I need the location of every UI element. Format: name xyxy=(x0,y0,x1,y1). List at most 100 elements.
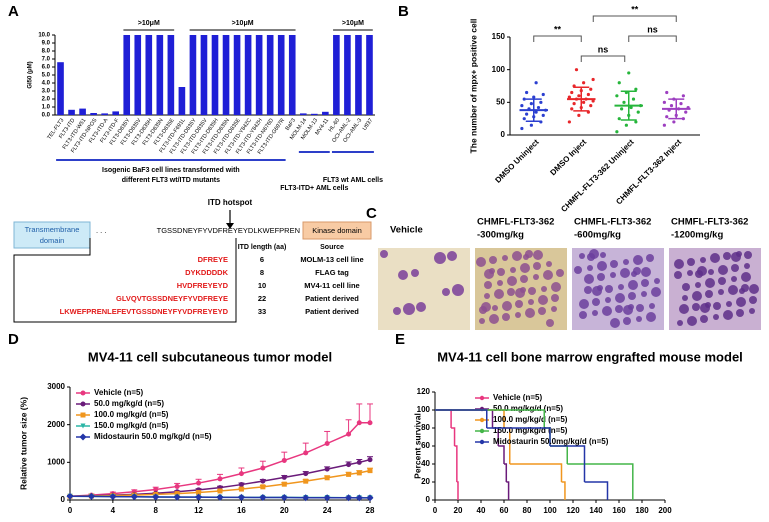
cell xyxy=(492,305,498,311)
y-tick-label: 50 xyxy=(496,97,505,106)
cell xyxy=(416,302,426,312)
y-tick-label: 9.0 xyxy=(42,41,51,47)
y-tick-label: 0 xyxy=(61,495,66,504)
marker xyxy=(217,488,223,494)
point xyxy=(591,99,595,103)
cell xyxy=(452,284,464,296)
annotation: >10μM xyxy=(138,20,160,27)
marker xyxy=(355,494,363,502)
legend-label: Midostaurin 50.0mg/kg/d (n=5) xyxy=(493,437,609,446)
cell xyxy=(538,307,546,315)
itd-length: 10 xyxy=(258,281,266,290)
cell xyxy=(718,289,724,295)
survival-step xyxy=(509,463,563,482)
cell xyxy=(620,268,630,278)
marker xyxy=(323,494,331,502)
cell xyxy=(687,316,697,326)
cell xyxy=(713,302,721,310)
panel-label: C xyxy=(366,205,377,222)
bar xyxy=(299,113,307,115)
cell xyxy=(484,293,490,299)
point xyxy=(615,94,619,98)
marker xyxy=(130,493,138,501)
transmembrane-label: Transmembrane xyxy=(25,225,80,234)
bar xyxy=(277,35,285,115)
x-tick-label: 140 xyxy=(589,506,603,515)
cell xyxy=(641,291,647,297)
cell xyxy=(546,261,552,267)
y-tick-label: 3.0 xyxy=(42,89,51,95)
transmembrane-box xyxy=(13,221,91,249)
cell xyxy=(497,280,503,286)
cell xyxy=(600,252,606,258)
cell xyxy=(494,289,504,299)
cell xyxy=(744,251,752,259)
series-line xyxy=(69,469,371,497)
cell xyxy=(380,250,388,258)
survival-step xyxy=(550,445,568,464)
marker xyxy=(281,474,287,480)
column-header: Source xyxy=(320,244,344,251)
cell xyxy=(551,306,557,312)
marker xyxy=(260,465,266,471)
cell xyxy=(556,269,564,277)
y-tick-label: 2.0 xyxy=(42,97,51,103)
bar xyxy=(90,113,97,115)
cell xyxy=(623,317,631,325)
legend-label: 100.0 mg/kg/d (n=5) xyxy=(493,415,568,424)
y-tick-label: 150 xyxy=(492,32,506,41)
cell xyxy=(584,274,594,284)
cell xyxy=(610,260,618,268)
group-label: FLT3 wt AML cells xyxy=(323,177,383,184)
cell xyxy=(533,262,541,270)
itd-length: 22 xyxy=(258,294,266,303)
x-tick-label: 16 xyxy=(237,506,246,515)
cell xyxy=(393,307,401,315)
y-tick-label: 60 xyxy=(421,441,430,450)
annotation: >10μM xyxy=(342,20,364,27)
y-axis-label: Relative tumor size (%) xyxy=(18,397,28,490)
marker xyxy=(80,412,86,418)
point xyxy=(624,123,628,127)
y-tick-label: 0 xyxy=(426,495,431,504)
cell xyxy=(484,269,494,279)
cell xyxy=(718,265,728,275)
image-label: -600mg/kg xyxy=(574,230,621,241)
survival-step xyxy=(584,481,609,500)
y-tick-label: 5.0 xyxy=(42,73,51,79)
cell xyxy=(615,293,625,303)
itd-sequence: HVDFREYEYD xyxy=(177,281,229,290)
x-tick-label: 160 xyxy=(612,506,626,515)
cell xyxy=(749,284,759,294)
point xyxy=(631,97,636,101)
group-label: FLT3-ITD+ AML cells xyxy=(280,185,348,192)
comparison-label: ns xyxy=(598,44,609,54)
point xyxy=(522,117,526,121)
legend-label: 150.0 mg/kg/d (n=5) xyxy=(493,426,568,435)
cell xyxy=(605,297,611,303)
x-tick-label: 20 xyxy=(280,506,289,515)
itd-length: 6 xyxy=(260,255,264,264)
bracket xyxy=(628,35,677,42)
cell xyxy=(525,308,535,318)
y-tick-label: 8.0 xyxy=(42,49,51,55)
cell xyxy=(605,285,613,293)
survival-step xyxy=(567,463,634,500)
cell xyxy=(579,253,585,259)
cell xyxy=(631,271,637,277)
cell xyxy=(749,308,755,314)
cell xyxy=(515,312,521,318)
cell xyxy=(615,305,623,313)
point xyxy=(577,113,581,117)
cell xyxy=(447,251,457,261)
bracket xyxy=(580,55,626,62)
point xyxy=(589,87,593,91)
point xyxy=(662,123,666,127)
y-tick-label: 3000 xyxy=(47,382,65,391)
marker xyxy=(367,457,373,463)
bar xyxy=(79,108,86,115)
cell xyxy=(546,319,554,327)
cell xyxy=(507,276,517,286)
cell xyxy=(646,312,656,322)
point xyxy=(679,102,683,106)
